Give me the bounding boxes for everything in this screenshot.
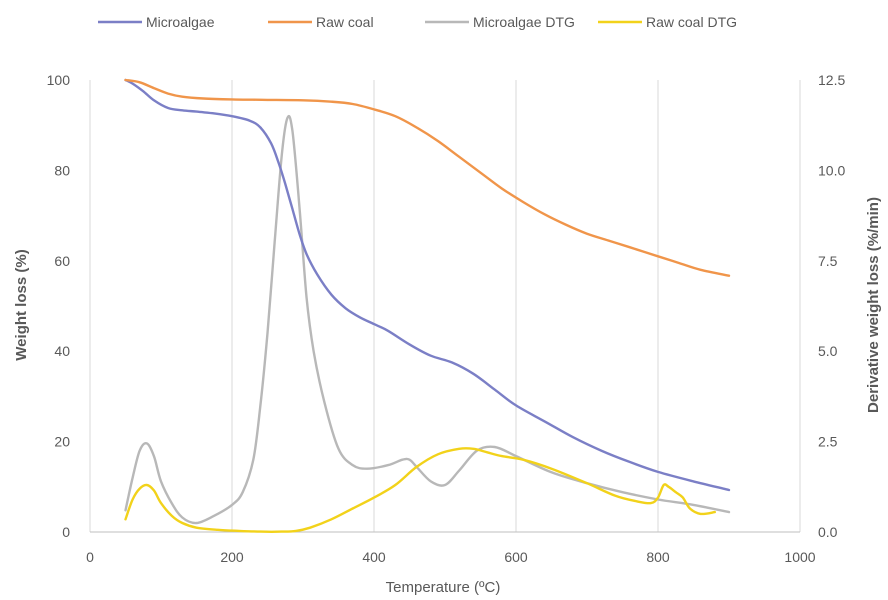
y2-tick-label: 2.5: [818, 434, 838, 450]
y-tick-label: 100: [47, 72, 71, 88]
y2-axis-title: Derivative weight loss (%/min): [865, 197, 882, 413]
grid: [89, 80, 801, 532]
y-tick-label: 0: [62, 524, 70, 540]
series-line-microalgae: [124, 78, 731, 492]
tick-labels: 0 200 400 600 800 1000 0 20 40 60 80 100 0.0 2.5 5.0 7.…: [47, 72, 846, 565]
y-axis-title: Weight loss (%): [13, 249, 30, 360]
x-tick-label: 800: [646, 549, 670, 565]
y2-tick-label: 12.5: [818, 72, 845, 88]
y2-tick-label: 5.0: [818, 343, 838, 359]
series-line-microalgae-dtg: [124, 114, 731, 525]
x-tick-label: 0: [86, 549, 94, 565]
series-lines: [124, 78, 731, 533]
legend-label-microalgae: Microalgae: [146, 14, 215, 30]
x-axis-title: Temperature (ºC): [386, 579, 501, 596]
legend: Microalgae Raw coal Microalgae DTG Raw coal…: [98, 14, 737, 30]
y-tick-label: 20: [54, 434, 70, 450]
y-tick-label: 60: [54, 253, 70, 269]
series-line-raw-coal: [124, 78, 731, 277]
legend-label-microalgae-dtg: Microalgae DTG: [473, 14, 575, 30]
y2-tick-label: 10.0: [818, 162, 845, 178]
x-tick-label: 400: [362, 549, 386, 565]
x-tick-label: 600: [504, 549, 528, 565]
y-tick-label: 40: [54, 343, 70, 359]
y-tick-label: 80: [54, 162, 70, 178]
y2-tick-label: 7.5: [818, 253, 838, 269]
y2-tick-label: 0.0: [818, 524, 838, 540]
legend-label-raw-coal-dtg: Raw coal DTG: [646, 14, 737, 30]
x-tick-label: 200: [220, 549, 244, 565]
legend-label-raw-coal: Raw coal: [316, 14, 374, 30]
x-tick-label: 1000: [784, 549, 815, 565]
series-line-raw-coal-dtg: [124, 447, 716, 533]
